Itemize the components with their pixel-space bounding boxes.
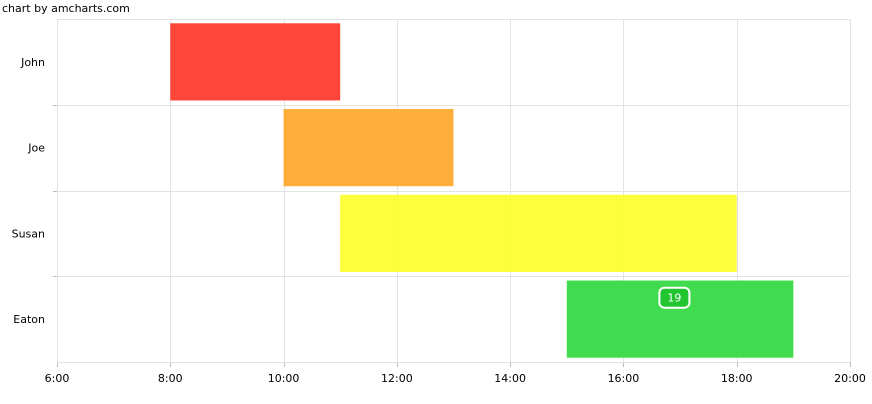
category-labels: John Joe Susan Eaton <box>12 56 46 326</box>
x-tick-label: 14:00 <box>494 372 526 385</box>
bar-joe <box>283 109 454 187</box>
x-tick-label: 10:00 <box>268 372 300 385</box>
chart-credit[interactable]: chart by amcharts.com <box>2 2 130 15</box>
x-tick-label: 20:00 <box>834 372 866 385</box>
annotation-badge <box>658 286 691 309</box>
category-label: Susan <box>12 227 45 240</box>
bars <box>170 23 794 358</box>
x-tick-label: 6:00 <box>45 372 70 385</box>
annotation-label: 19 <box>667 292 681 305</box>
x-tick-label: 8:00 <box>158 372 183 385</box>
annotation: 19 <box>658 286 691 309</box>
bar-susan <box>340 194 737 272</box>
category-label: Joe <box>27 142 45 155</box>
x-tick-labels: 6:00 8:00 10:00 12:00 14:00 16:00 18:00 20:00 <box>45 372 866 385</box>
x-tick-label: 16:00 <box>608 372 640 385</box>
x-tick-label: 12:00 <box>381 372 413 385</box>
x-tick-label: 18:00 <box>721 372 753 385</box>
category-label: John <box>20 56 45 69</box>
bar-john <box>170 23 341 101</box>
category-label: Eaton <box>13 313 45 326</box>
